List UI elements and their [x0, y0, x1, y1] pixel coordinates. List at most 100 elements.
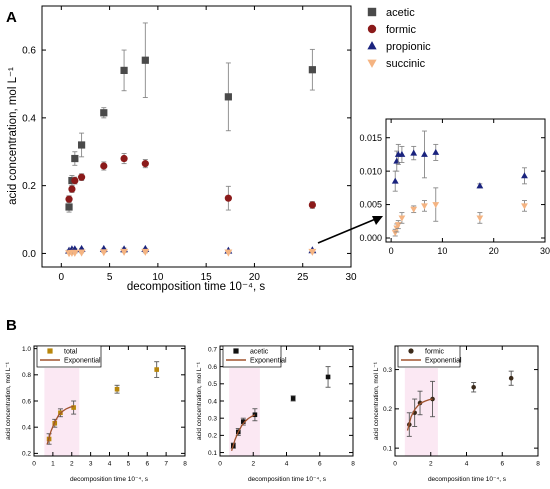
- y-tick-label: 0.4: [208, 398, 217, 405]
- legend-label: total: [64, 348, 78, 355]
- y-tick-label: 0.7: [208, 347, 217, 354]
- main-chart: 0 5 10 15 20 25 30 0.0 0.2 0.4 0.6 decomposition ti…: [7, 5, 431, 293]
- data-point: [71, 405, 76, 410]
- x-tick-label: 20: [489, 246, 499, 256]
- data-point: [398, 215, 406, 222]
- series-formic: [65, 152, 316, 211]
- y-tick-label: 0.000: [359, 233, 382, 243]
- series-exponential: [406, 398, 433, 431]
- x-tick-label: 25: [297, 272, 309, 283]
- data-point: [410, 206, 418, 213]
- x-tick-label: 30: [345, 272, 357, 283]
- y-tick-label: 0.2: [22, 181, 36, 192]
- data-point: [521, 203, 528, 210]
- x-tick-label: 2: [429, 461, 433, 468]
- data-point: [240, 419, 246, 424]
- y-tick-label: 0.2: [383, 406, 392, 413]
- data-point: [476, 215, 484, 222]
- data-point: [100, 162, 108, 170]
- legend-label: Exponential: [250, 357, 287, 364]
- data-point: [70, 249, 79, 257]
- x-tick-label: 30: [540, 246, 550, 256]
- plot-frame: [41, 5, 352, 268]
- data-point: [432, 148, 440, 155]
- y-tick-label: 0.1: [383, 445, 392, 452]
- series-0: [391, 130, 528, 192]
- x-tick-label: 5: [107, 272, 113, 283]
- x-tick-label: 20: [249, 272, 261, 283]
- data-point: [224, 194, 232, 202]
- data-point: [393, 157, 401, 164]
- data-point: [308, 248, 317, 256]
- x-tick-label: 2: [251, 461, 255, 468]
- x-axis-label: decomposition time 10⁻⁴, s: [248, 476, 327, 483]
- y-tick-label: 0.005: [359, 200, 382, 210]
- x-tick-label: 15: [201, 272, 213, 283]
- data-point: [421, 203, 428, 210]
- x-axis-label: decomposition time 10⁻⁴, s: [70, 476, 149, 483]
- data-point: [398, 150, 406, 157]
- x-tick-label: 4: [108, 461, 112, 468]
- fit-curve: [46, 405, 74, 445]
- y-tick-label: 1.0: [22, 346, 31, 353]
- data-point: [476, 182, 484, 189]
- data-point: [224, 249, 233, 257]
- fit-curve: [230, 414, 256, 451]
- x-tick-label: 4: [465, 461, 469, 468]
- y-tick-label: 0.8: [22, 372, 31, 379]
- x-tick-label: 10: [437, 246, 447, 256]
- x-tick-label: 2: [70, 461, 74, 468]
- data-point: [391, 230, 399, 237]
- x-tick-label: 7: [164, 461, 168, 468]
- data-point: [71, 176, 79, 185]
- data-point: [154, 367, 159, 372]
- legend-label: formic: [425, 348, 445, 355]
- data-point: [100, 109, 108, 117]
- data-point: [410, 149, 418, 156]
- panel-label-a: A: [6, 9, 17, 26]
- data-point: [391, 177, 399, 184]
- data-point: [421, 150, 428, 157]
- y-tick-label: 0.3: [383, 367, 392, 374]
- y-tick-label: 0.6: [208, 364, 217, 371]
- y-tick-label: 0.6: [22, 398, 31, 405]
- data-point: [65, 195, 73, 203]
- legend-label: Exponential: [64, 357, 101, 364]
- data-point: [120, 154, 128, 163]
- data-point: [114, 386, 120, 392]
- x-tick-label: 6: [318, 461, 322, 468]
- legend-marker: [408, 348, 414, 354]
- legend-label: acetic: [386, 7, 415, 19]
- data-point: [77, 141, 86, 149]
- legend-marker: [367, 59, 377, 68]
- legend-box: [36, 345, 102, 368]
- data-point: [521, 172, 528, 179]
- legend-label: acetic: [250, 348, 269, 355]
- data-point: [77, 173, 86, 181]
- x-tick-label: 8: [183, 461, 187, 468]
- y-axis-label: acid concentration, mol L⁻¹: [373, 361, 380, 440]
- plot-frame: [385, 118, 546, 243]
- y-tick-label: 0.2: [22, 451, 31, 458]
- x-tick-label: 1: [51, 461, 55, 468]
- legend-marker: [367, 7, 377, 17]
- x-tick-label: 3: [89, 461, 93, 468]
- y-tick-label: 0.4: [22, 424, 31, 431]
- legend-label: Exponential: [425, 357, 462, 364]
- legend-marker: [233, 348, 239, 354]
- data-point: [430, 396, 435, 402]
- legend-marker: [367, 41, 377, 50]
- data-point: [508, 375, 514, 381]
- data-point: [120, 66, 128, 75]
- legend-label: succinic: [386, 58, 426, 70]
- series-exponential: [230, 414, 256, 451]
- series-acetic: [65, 22, 316, 213]
- x-tick-label: 0: [389, 246, 394, 256]
- panel-b-formic-chart: 0 2 4 6 8 0.1 0.2 0.3 decomposition time 10⁻⁴, s…: [373, 345, 540, 483]
- series-succinic: [65, 248, 317, 258]
- y-tick-label: 0.015: [359, 133, 382, 143]
- x-tick-label: 0: [218, 461, 222, 468]
- data-point: [68, 185, 76, 193]
- y-tick-label: 0.3: [208, 415, 217, 422]
